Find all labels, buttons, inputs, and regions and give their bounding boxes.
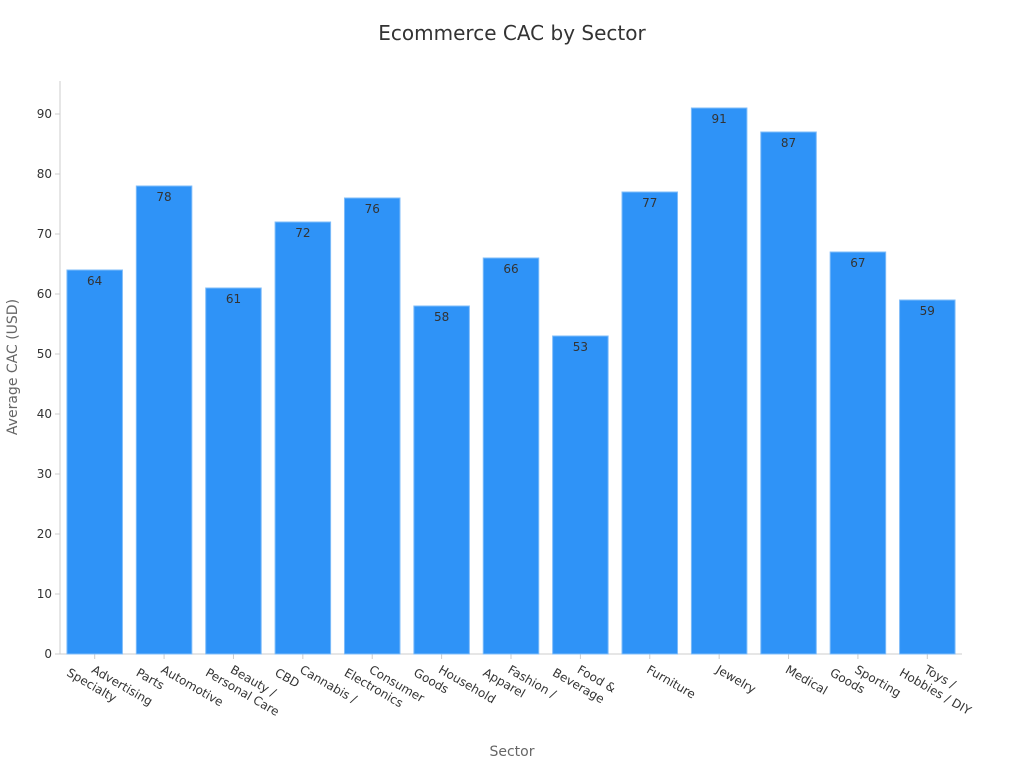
bar — [413, 305, 470, 655]
x-tick-label: Toys /Hobbies / DIY — [897, 652, 982, 718]
value-label: 77 — [642, 196, 657, 210]
y-tick-label: 60 — [37, 287, 52, 301]
bar — [482, 257, 540, 655]
x-tick-label: Beauty /Personal Care — [203, 652, 289, 718]
bar — [760, 131, 817, 655]
x-tick-label: HouseholdGoods — [411, 652, 498, 719]
y-tick-label: 0 — [44, 647, 52, 661]
x-tick-label: Jewelry — [713, 662, 759, 696]
value-label: 87 — [781, 136, 796, 150]
y-axis-title: Average CAC (USD) — [5, 299, 21, 435]
y-tick-label: 50 — [37, 347, 52, 361]
value-label: 61 — [226, 292, 241, 306]
bar — [899, 299, 956, 655]
x-axis-title: Sector — [489, 744, 534, 760]
bar — [205, 287, 262, 655]
y-tick-label: 80 — [37, 167, 52, 181]
bar — [274, 221, 332, 655]
value-label: 78 — [156, 190, 171, 204]
y-tick-label: 30 — [37, 467, 52, 481]
value-label: 72 — [295, 226, 310, 240]
y-tick-label: 20 — [37, 527, 52, 541]
bar — [343, 197, 401, 655]
bar — [66, 269, 123, 655]
value-label: 59 — [920, 304, 935, 318]
x-tick-label: ConsumerElectronics — [342, 652, 427, 718]
x-tick-label: AdvertisingSpecialty — [64, 652, 155, 721]
value-label: 66 — [503, 262, 518, 276]
y-tick-label: 90 — [37, 107, 52, 121]
value-label: 53 — [573, 340, 588, 354]
bar — [690, 107, 748, 655]
x-tick-label: Furniture — [644, 662, 698, 701]
y-tick-label: 40 — [37, 407, 52, 421]
bar — [135, 185, 193, 655]
x-tick-label: Cannabis /CBD — [273, 652, 361, 719]
x-tick-label: AutomotiveParts — [134, 652, 226, 722]
bar — [829, 251, 887, 655]
value-label: 64 — [87, 274, 102, 288]
x-tick-label: Food &Beverage — [550, 652, 618, 708]
value-label: 91 — [712, 112, 727, 126]
x-tick-label: Fashion /Apparel — [481, 652, 560, 714]
x-tick-label: Medical — [783, 662, 830, 697]
value-label: 76 — [365, 202, 380, 216]
y-tick-label: 10 — [37, 587, 52, 601]
value-label: 58 — [434, 310, 449, 324]
x-tick-label: SportingGoods — [828, 652, 904, 713]
value-label: 67 — [850, 256, 865, 270]
bar — [552, 335, 609, 655]
chart-title: Ecommerce CAC by Sector — [378, 21, 646, 45]
bar — [621, 191, 679, 655]
y-tick-label: 70 — [37, 227, 52, 241]
